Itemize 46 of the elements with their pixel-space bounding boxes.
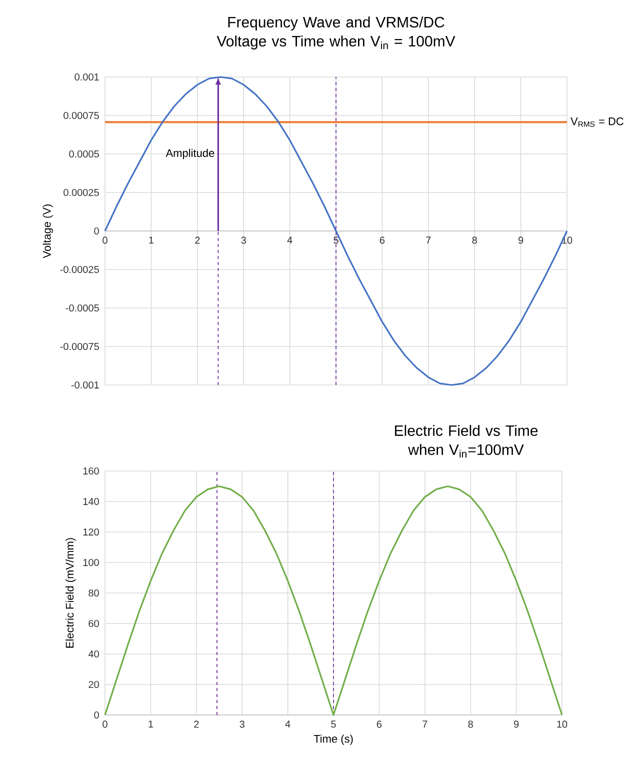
y-tick-label: 0.001	[74, 73, 99, 81]
y-tick-label: 40	[88, 650, 99, 658]
x-tick-label: 9	[514, 720, 519, 728]
x-tick-label: 3	[241, 236, 246, 244]
chart-title: Frequency Wave and VRMS/DC Voltage vs Time when V$_{in}$ = 100mV	[216, 16, 456, 50]
y-tick-label: -0.001	[71, 381, 99, 389]
x-tick-label: 2	[195, 236, 200, 244]
x-tick-label: 10	[557, 720, 568, 728]
x-tick-label: 8	[468, 720, 473, 728]
x-axis-title: Time (s)	[314, 734, 353, 745]
y-tick-label: 80	[88, 589, 99, 597]
y-tick-label: 0.00075	[64, 112, 99, 120]
y-axis-title: Voltage (V)	[42, 204, 53, 258]
y-tick-label: -0.0005	[66, 304, 99, 312]
y-tick-label: -0.00075	[60, 342, 99, 350]
x-tick-label: 6	[376, 720, 382, 728]
y-tick-label: 0	[94, 711, 99, 719]
y-tick-label: 160	[83, 467, 99, 475]
x-tick-label: 1	[149, 236, 154, 244]
y-tick-label: 60	[88, 620, 99, 628]
x-tick-label: 6	[380, 236, 385, 244]
y-tick-label: 120	[83, 528, 99, 536]
x-tick-label: 4	[285, 720, 290, 728]
y-tick-label: -0.00025	[60, 266, 99, 274]
x-tick-label: 3	[240, 720, 244, 728]
y-tick-label: 0.00025	[64, 188, 99, 196]
y-tick-label: 0	[94, 227, 99, 235]
ref-line-label: V$_{RMS}$ = DC	[570, 117, 624, 127]
x-tick-label: 1	[148, 720, 153, 728]
y-tick-label: 0.0005	[69, 150, 99, 158]
x-tick-label: 0	[102, 236, 108, 244]
x-tick-label: 8	[472, 236, 477, 244]
x-tick-label: 7	[422, 720, 428, 728]
y-tick-label: 100	[83, 558, 99, 566]
x-tick-label: 0	[102, 720, 108, 728]
annotation: Amplitude	[166, 148, 214, 160]
x-tick-label: 5	[331, 720, 336, 728]
y-tick-label: 140	[83, 498, 99, 506]
x-tick-label: 9	[518, 236, 524, 244]
y-tick-label: 20	[88, 680, 99, 688]
x-tick-label: 5	[334, 236, 338, 244]
chart-title: Electric Field vs Time when V$_{in}$=100mV	[395, 424, 538, 458]
x-tick-label: 7	[426, 236, 431, 244]
x-tick-label: 2	[194, 720, 199, 728]
y-axis-title: Electric Field (mV/mm)	[66, 538, 76, 648]
x-tick-label: 4	[287, 236, 292, 244]
